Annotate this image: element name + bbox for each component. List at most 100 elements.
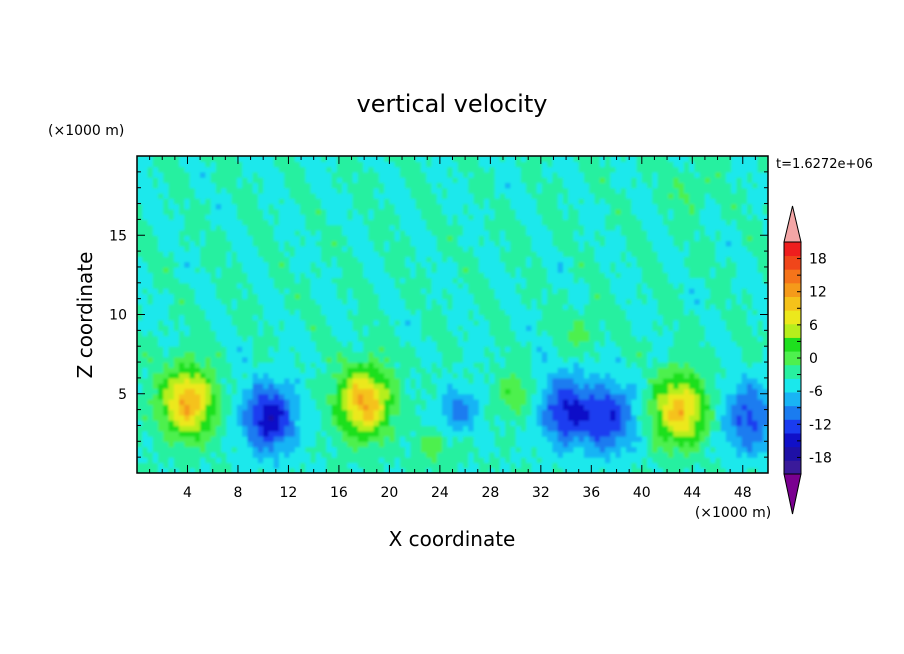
contour-cell <box>436 256 443 263</box>
contour-cell <box>231 425 238 432</box>
contour-cell <box>236 367 243 374</box>
contour-cell <box>394 277 401 284</box>
contour-cell <box>452 293 459 300</box>
contour-cell <box>352 377 359 384</box>
contour-cell <box>221 182 227 189</box>
contour-cell <box>562 399 569 405</box>
contour-cell <box>242 229 249 236</box>
contour-cell <box>215 208 222 215</box>
contour-cell <box>494 277 501 284</box>
contour-cell <box>484 420 490 427</box>
contour-cell <box>357 319 364 326</box>
contour-cell <box>184 393 191 400</box>
contour-cell <box>236 182 243 189</box>
contour-cell <box>568 399 575 405</box>
contour-cell <box>315 377 322 384</box>
contour-cell <box>426 335 433 342</box>
contour-cell <box>536 251 543 257</box>
contour-cell <box>562 261 569 268</box>
contour-cell <box>305 436 312 442</box>
contour-cell <box>536 224 543 231</box>
contour-cell <box>515 399 522 405</box>
contour-cell <box>357 261 364 268</box>
contour-cell <box>336 219 343 226</box>
contour-cell <box>363 240 369 247</box>
contour-cell <box>147 356 154 363</box>
contour-cell <box>305 256 312 263</box>
contour-cell <box>478 414 485 421</box>
contour-cell <box>384 187 390 194</box>
contour-cell <box>352 319 359 326</box>
contour-cell <box>137 203 143 210</box>
contour-cell <box>221 288 227 294</box>
contour-cell <box>137 156 143 162</box>
contour-cell <box>352 277 359 284</box>
contour-cell <box>441 351 448 358</box>
contour-cell <box>252 309 259 316</box>
contour-cell <box>257 303 264 310</box>
contour-cell <box>510 399 517 405</box>
contour-cell <box>363 467 369 473</box>
contour-cell <box>463 214 469 220</box>
contour-cell <box>163 399 170 405</box>
contour-cell <box>562 436 569 442</box>
contour-cell <box>394 462 401 469</box>
contour-cell <box>268 187 275 194</box>
contour-cell <box>137 177 143 184</box>
contour-cell <box>399 420 406 427</box>
contour-cell <box>463 462 469 469</box>
contour-cell <box>547 161 554 168</box>
contour-cell <box>158 298 164 305</box>
contour-cell <box>168 245 175 252</box>
contour-cell <box>562 251 569 257</box>
contour-cell <box>515 240 522 247</box>
contour-cell <box>184 198 191 205</box>
contour-cell <box>242 266 249 273</box>
contour-cell <box>152 372 159 379</box>
contour-cell <box>268 288 275 294</box>
contour-cell <box>252 293 259 300</box>
contour-cell <box>236 467 243 473</box>
contour-cell <box>294 388 301 395</box>
contour-cell <box>226 335 233 342</box>
contour-cell <box>231 399 238 405</box>
contour-cell <box>289 467 296 473</box>
contour-cell <box>515 203 522 210</box>
contour-cell <box>520 251 527 257</box>
contour-cell <box>494 430 501 437</box>
contour-cell <box>478 356 485 363</box>
contour-cell <box>331 261 338 268</box>
contour-cell <box>294 245 301 252</box>
contour-cell <box>363 177 369 184</box>
contour-cell <box>447 161 454 168</box>
contour-cell <box>347 467 354 473</box>
contour-cell <box>562 319 569 326</box>
contour-cell <box>278 420 285 427</box>
contour-cell <box>415 277 422 284</box>
contour-cell <box>147 425 154 432</box>
contour-cell <box>368 436 375 442</box>
contour-cell <box>394 457 401 464</box>
contour-cell <box>510 393 517 400</box>
contour-cell <box>257 277 264 284</box>
contour-cell <box>394 430 401 437</box>
contour-cell <box>394 325 401 331</box>
contour-cell <box>420 303 427 310</box>
contour-cell <box>389 451 396 458</box>
contour-cell <box>189 171 196 178</box>
contour-cell <box>137 351 143 358</box>
contour-cell <box>499 430 506 437</box>
contour-cell <box>194 441 201 448</box>
contour-cell <box>541 325 548 331</box>
contour-cell <box>473 441 480 448</box>
contour-cell <box>336 325 343 331</box>
contour-cell <box>189 282 196 289</box>
contour-cell <box>257 203 264 210</box>
contour-cell <box>494 441 501 448</box>
contour-cell <box>252 198 259 205</box>
contour-cell <box>484 219 490 226</box>
contour-cell <box>200 409 206 416</box>
contour-cell <box>347 330 354 337</box>
contour-cell <box>526 293 532 300</box>
contour-cell <box>347 351 354 358</box>
